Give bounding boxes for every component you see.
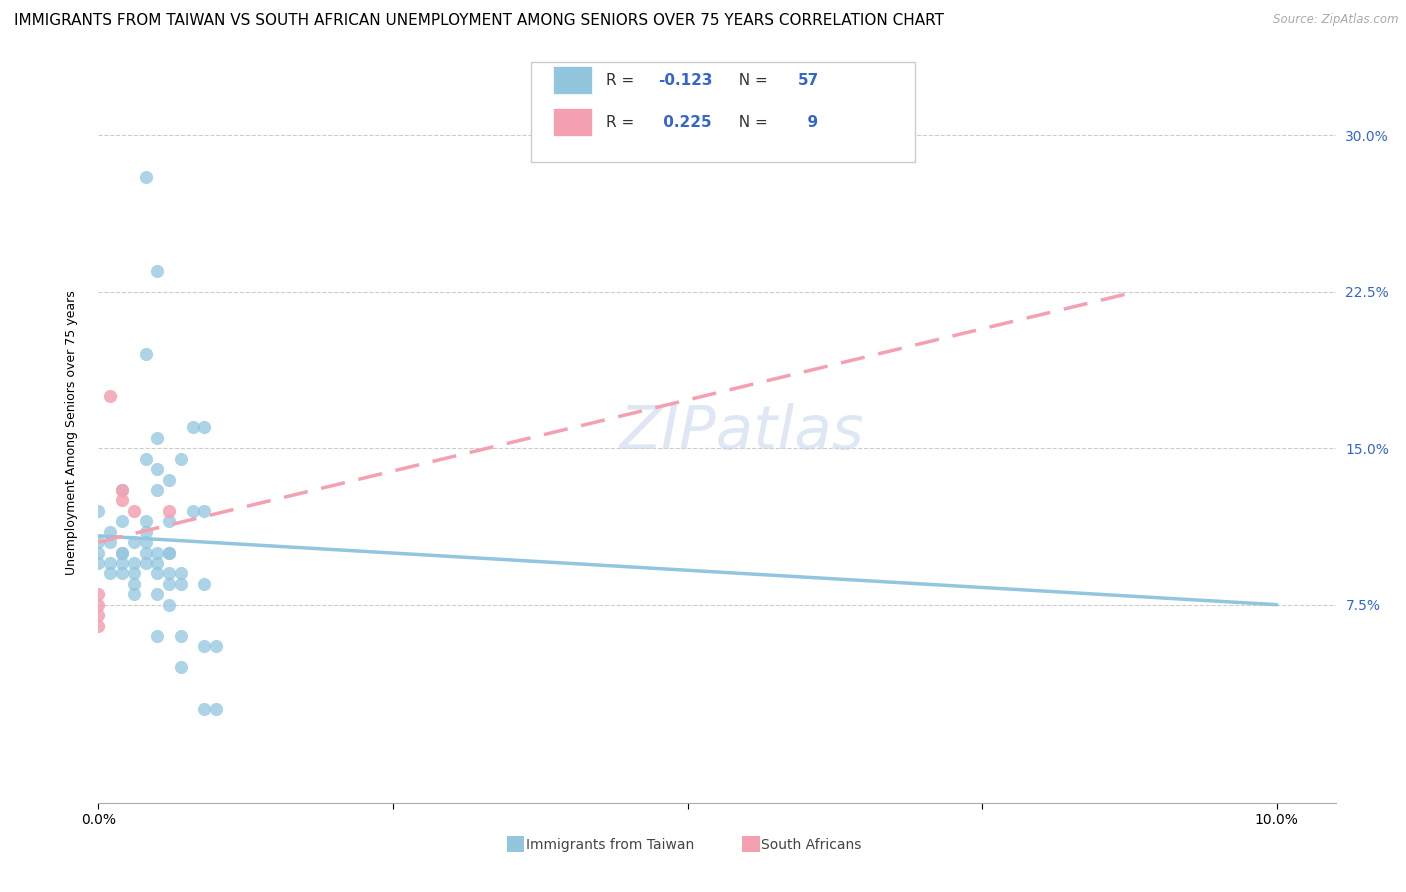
- Point: [157, 514, 180, 528]
- Point: [181, 420, 204, 434]
- Point: [122, 535, 145, 549]
- Point: [135, 451, 157, 466]
- Point: [87, 618, 110, 632]
- FancyBboxPatch shape: [531, 62, 915, 162]
- Point: [146, 629, 169, 643]
- Point: [170, 660, 193, 674]
- Point: [170, 577, 193, 591]
- Text: N =: N =: [730, 73, 773, 87]
- Point: [193, 420, 215, 434]
- Point: [111, 545, 134, 559]
- Point: [157, 577, 180, 591]
- Point: [146, 483, 169, 497]
- Point: [135, 556, 157, 570]
- Point: [205, 640, 228, 654]
- Point: [87, 556, 110, 570]
- Point: [111, 556, 134, 570]
- Point: [111, 545, 134, 559]
- Point: [135, 524, 157, 539]
- Point: [193, 577, 215, 591]
- Text: 0.225: 0.225: [658, 115, 711, 130]
- Point: [170, 451, 193, 466]
- Point: [87, 545, 110, 559]
- Point: [205, 702, 228, 716]
- Point: [98, 566, 121, 581]
- Point: [146, 264, 169, 278]
- Point: [193, 640, 215, 654]
- Point: [170, 629, 193, 643]
- Text: N =: N =: [730, 115, 773, 130]
- Point: [111, 483, 134, 497]
- Point: [157, 545, 180, 559]
- Point: [135, 535, 157, 549]
- Text: Source: ZipAtlas.com: Source: ZipAtlas.com: [1274, 13, 1399, 27]
- Point: [122, 556, 145, 570]
- Text: 9: 9: [797, 115, 818, 130]
- Point: [87, 598, 110, 612]
- Point: [135, 347, 157, 361]
- Point: [111, 514, 134, 528]
- Point: [135, 545, 157, 559]
- Text: South Africans: South Africans: [761, 838, 860, 853]
- Point: [87, 587, 110, 601]
- Point: [146, 566, 169, 581]
- Bar: [553, 108, 592, 136]
- Point: [193, 504, 215, 518]
- Point: [157, 473, 180, 487]
- Point: [111, 566, 134, 581]
- Text: IMMIGRANTS FROM TAIWAN VS SOUTH AFRICAN UNEMPLOYMENT AMONG SENIORS OVER 75 YEARS: IMMIGRANTS FROM TAIWAN VS SOUTH AFRICAN …: [14, 13, 943, 29]
- Point: [193, 702, 215, 716]
- Point: [170, 566, 193, 581]
- Point: [135, 514, 157, 528]
- Point: [87, 504, 110, 518]
- Point: [146, 462, 169, 476]
- Point: [111, 493, 134, 508]
- Point: [146, 556, 169, 570]
- Point: [122, 504, 145, 518]
- Point: [111, 483, 134, 497]
- Text: -0.123: -0.123: [658, 73, 713, 87]
- Text: R =: R =: [606, 115, 638, 130]
- Bar: [553, 66, 592, 95]
- Text: ZIPatlas: ZIPatlas: [620, 403, 865, 462]
- Point: [87, 608, 110, 623]
- Point: [98, 389, 121, 403]
- Text: Immigrants from Taiwan: Immigrants from Taiwan: [526, 838, 695, 853]
- Point: [146, 431, 169, 445]
- Point: [146, 545, 169, 559]
- Point: [146, 587, 169, 601]
- Text: R =: R =: [606, 73, 638, 87]
- Text: 57: 57: [797, 73, 818, 87]
- Point: [157, 545, 180, 559]
- Point: [122, 587, 145, 601]
- Point: [181, 504, 204, 518]
- Point: [122, 566, 145, 581]
- Point: [98, 535, 121, 549]
- Point: [98, 556, 121, 570]
- Point: [98, 524, 121, 539]
- Point: [135, 170, 157, 185]
- Point: [157, 598, 180, 612]
- Point: [87, 535, 110, 549]
- Point: [157, 504, 180, 518]
- Point: [122, 577, 145, 591]
- Point: [157, 566, 180, 581]
- Y-axis label: Unemployment Among Seniors over 75 years: Unemployment Among Seniors over 75 years: [65, 290, 77, 575]
